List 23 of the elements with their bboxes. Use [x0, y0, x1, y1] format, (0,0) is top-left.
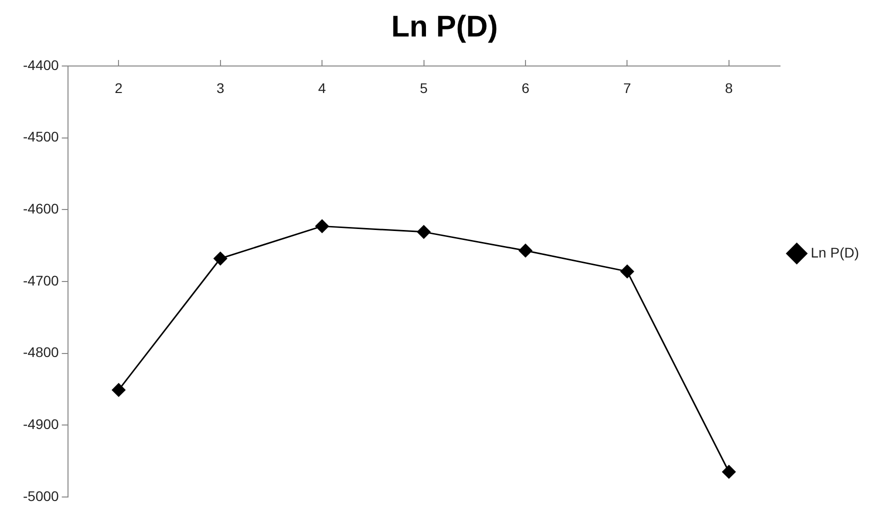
x-tick-label: 8: [725, 80, 734, 96]
y-tick-label: -4800: [22, 344, 60, 360]
x-tick-label: 7: [623, 80, 632, 96]
legend-label: Ln P(D): [810, 244, 859, 260]
point: [620, 264, 634, 278]
chart-title: Ln P(D): [391, 10, 498, 44]
y-tick-label: -4700: [22, 272, 60, 288]
y-tick-label: -5000: [22, 488, 60, 504]
point: [417, 225, 431, 239]
x-tick-label: 4: [318, 80, 326, 96]
x-tick-label: 2: [114, 80, 123, 96]
point: [112, 383, 126, 397]
point: [722, 465, 736, 479]
point: [518, 244, 532, 258]
y-tick-label: -4600: [22, 200, 60, 217]
y-tick-label: -4500: [22, 128, 60, 145]
x-tick-label: 5: [420, 80, 428, 96]
y-tick-label: -4400: [22, 56, 60, 73]
y-tick-label: -4900: [22, 416, 60, 432]
x-tick-label: 6: [522, 80, 530, 96]
point: [214, 252, 228, 266]
x-tick-label: 3: [216, 80, 224, 96]
point: [315, 219, 329, 233]
